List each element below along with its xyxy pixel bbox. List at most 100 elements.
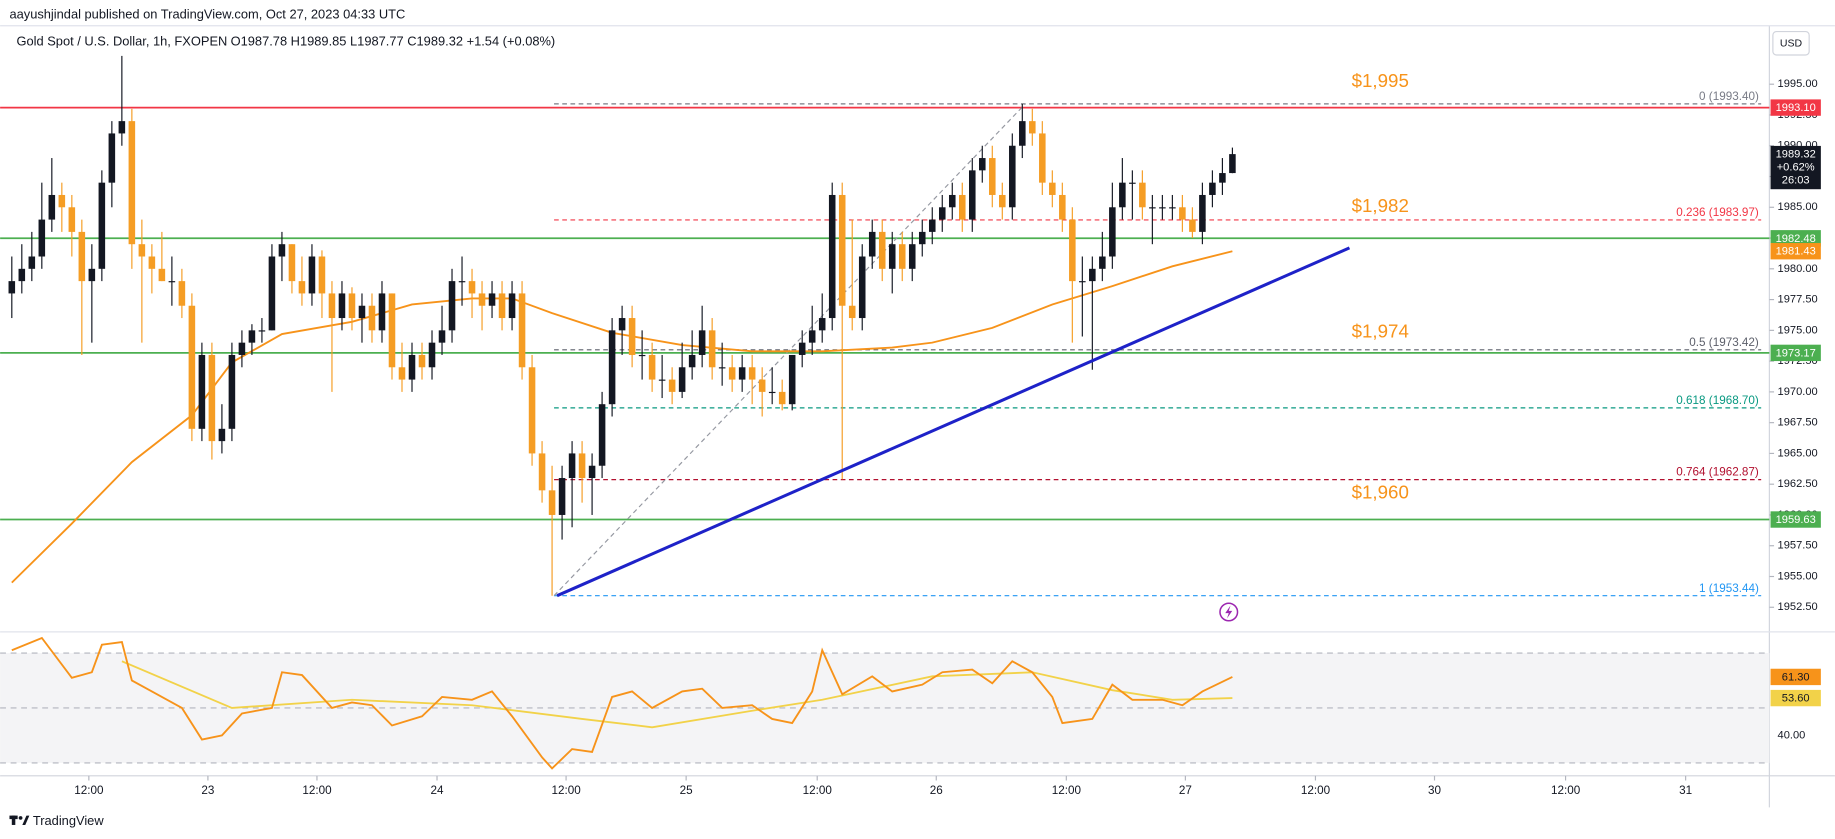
annotation: $1,974 bbox=[1352, 320, 1409, 341]
candle-body bbox=[788, 354, 796, 405]
candle-body bbox=[838, 194, 846, 306]
x-tick-label: 12:00 bbox=[551, 784, 581, 797]
candle-body bbox=[98, 182, 106, 269]
candle-body bbox=[948, 194, 956, 208]
candle-body bbox=[808, 330, 816, 343]
x-tick-label: 12:00 bbox=[803, 784, 833, 797]
candle-body bbox=[969, 170, 976, 220]
candle-body bbox=[128, 121, 136, 245]
x-tick-label: 24 bbox=[431, 784, 445, 797]
brand-logo bbox=[9, 815, 30, 825]
fib-label: 1 (1953.44) bbox=[1699, 582, 1759, 595]
candle-body bbox=[238, 342, 246, 355]
candle-body bbox=[828, 194, 836, 319]
candle-body bbox=[558, 478, 566, 515]
axis-label: 1981.43 bbox=[1776, 246, 1816, 258]
y-tick-label: 1975.00 bbox=[1778, 324, 1818, 336]
candle-body bbox=[1079, 281, 1086, 283]
candle-body bbox=[408, 354, 416, 380]
logo-part bbox=[22, 815, 30, 825]
overlay-layer: aayushjindal published on TradingView.co… bbox=[9, 7, 1821, 828]
axis-label: 1959.63 bbox=[1776, 514, 1816, 526]
candle-body bbox=[398, 367, 406, 380]
candle-body bbox=[378, 293, 386, 331]
symbol-title: Gold Spot / U.S. Dollar, 1h, FXOPEN bbox=[16, 34, 227, 49]
candle-body bbox=[68, 207, 76, 232]
candle-body bbox=[818, 318, 826, 331]
y-tick-label: 1985.00 bbox=[1778, 201, 1818, 213]
axis-label-box bbox=[1770, 689, 1821, 707]
candle-body bbox=[498, 293, 506, 319]
y-tick-label: 1995.00 bbox=[1778, 78, 1818, 90]
publisher: aayushjindal published on TradingView.co… bbox=[9, 7, 405, 22]
candle-body bbox=[1229, 154, 1236, 174]
candle-body bbox=[258, 330, 266, 332]
candle-body bbox=[908, 244, 916, 269]
y-tick-label: 1952.50 bbox=[1778, 601, 1818, 613]
candle-body bbox=[898, 244, 906, 269]
axis-label-box bbox=[1770, 99, 1821, 116]
candle-body bbox=[928, 219, 936, 232]
candle-body bbox=[1139, 182, 1146, 208]
candle-body bbox=[348, 293, 356, 319]
y-tick-label: 1980.00 bbox=[1778, 263, 1818, 275]
candle-body bbox=[538, 453, 546, 491]
x-tick-label: 12:00 bbox=[74, 784, 104, 797]
candle-body bbox=[748, 367, 756, 380]
candle-body bbox=[628, 318, 636, 355]
candle-body bbox=[868, 231, 876, 257]
x-tick-label: 23 bbox=[201, 784, 214, 797]
plot-layer: 0 (1993.40) 0.236 (1983.97) 0.5 (1973.42) 0… bbox=[0, 55, 1770, 770]
candle-body bbox=[608, 330, 616, 405]
candle-body bbox=[1069, 219, 1076, 282]
fib-label: 0.5 (1973.42) bbox=[1689, 336, 1759, 349]
candle-body bbox=[488, 293, 496, 306]
candle-body bbox=[478, 293, 486, 306]
y-tick-label: 1967.50 bbox=[1778, 417, 1818, 429]
candle-body bbox=[858, 256, 866, 319]
candle-body bbox=[508, 293, 516, 319]
candle-body bbox=[268, 256, 276, 331]
y-tick-label: 1957.50 bbox=[1778, 540, 1818, 552]
last-price-box bbox=[1770, 145, 1821, 190]
currency-box[interactable] bbox=[1772, 31, 1810, 56]
x-tick-label: 30 bbox=[1428, 784, 1442, 797]
candle-body bbox=[8, 281, 16, 294]
candle-body bbox=[148, 256, 156, 269]
alert-bolt[interactable] bbox=[1225, 605, 1233, 619]
candle-body bbox=[878, 231, 886, 269]
candle-body bbox=[88, 268, 96, 282]
fib-label: 0.764 (1962.87) bbox=[1676, 466, 1759, 479]
candle-body bbox=[138, 244, 146, 257]
axis-label-box bbox=[1770, 668, 1821, 686]
ohlc-legend: O1987.78 H1989.85 L1987.77 C1989.32 +1.5… bbox=[231, 34, 556, 49]
fib-diagonal bbox=[553, 103, 1026, 597]
currency[interactable]: USD bbox=[1780, 38, 1803, 50]
y-tick-label: 1970.00 bbox=[1778, 386, 1818, 398]
candle-body bbox=[1119, 182, 1126, 208]
y-tick-label: 1965.00 bbox=[1778, 447, 1818, 459]
candle-body bbox=[328, 293, 336, 319]
candle-body bbox=[768, 391, 776, 394]
candle-body bbox=[1099, 256, 1106, 269]
fib-label: 0.236 (1983.97) bbox=[1676, 206, 1759, 219]
x-tick-label: 27 bbox=[1179, 784, 1192, 797]
candle-body bbox=[718, 367, 726, 369]
candle-body bbox=[358, 305, 366, 319]
candle-body bbox=[888, 244, 896, 269]
candle-body bbox=[548, 490, 556, 515]
candle-body bbox=[568, 453, 576, 479]
candle-body bbox=[58, 194, 66, 208]
alert-icon[interactable] bbox=[1219, 602, 1239, 622]
candle-body bbox=[218, 428, 226, 442]
candle-body bbox=[1159, 207, 1166, 209]
bar-countdown: 26:03 bbox=[1782, 174, 1810, 186]
logo-part bbox=[11, 815, 16, 825]
annotation: $1,982 bbox=[1352, 195, 1409, 216]
candle-body bbox=[208, 354, 216, 442]
candle-body bbox=[758, 379, 766, 392]
x-tick-label: 12:00 bbox=[1301, 784, 1331, 797]
x-tick-label: 25 bbox=[680, 784, 693, 797]
candle-body bbox=[158, 268, 166, 282]
candle-body bbox=[368, 305, 376, 331]
